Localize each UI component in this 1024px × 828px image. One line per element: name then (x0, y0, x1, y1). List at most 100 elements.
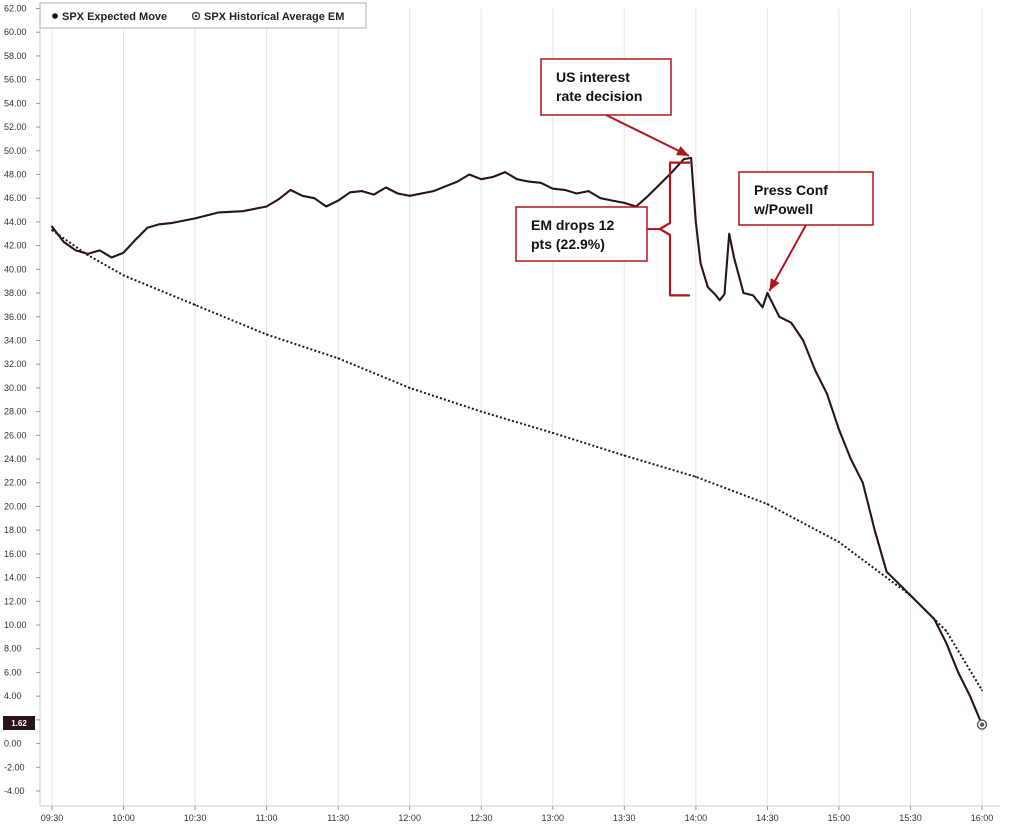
data-point (945, 641, 948, 644)
data-point (74, 249, 77, 252)
data-point (325, 205, 328, 208)
data-point (885, 570, 888, 573)
data-point (814, 369, 816, 371)
x-tick-label: 16:00 (971, 813, 994, 823)
y-tick-label: 32.00 (4, 359, 27, 369)
annotation-press-conf-text: w/Powell (753, 201, 813, 217)
y-tick-label: 42.00 (4, 241, 27, 251)
data-point (647, 194, 650, 197)
data-point (504, 171, 506, 174)
x-tick-label: 12:30 (470, 813, 493, 823)
annotation-rate-decision-arrow-line (605, 114, 690, 157)
y-tick-label: 16.00 (4, 549, 27, 559)
y-tick-label: 22.00 (4, 478, 27, 488)
data-point (158, 223, 161, 226)
x-tick-label: 11:00 (256, 813, 278, 823)
y-tick-label: 0.00 (4, 739, 22, 749)
data-point (122, 251, 125, 254)
data-point (170, 222, 173, 225)
data-point (480, 410, 483, 413)
data-point (766, 503, 769, 505)
data-point (301, 194, 304, 197)
data-point (134, 238, 137, 241)
data-point (587, 190, 590, 193)
data-point (599, 197, 602, 200)
data-point (957, 671, 960, 674)
data-point (86, 254, 89, 256)
x-axis: 09:30 10:00 10:30 11:00 11:30 12:00 12:30 13:00… (40, 805, 1000, 823)
y-tick-label: 40.00 (4, 264, 27, 274)
data-point (945, 630, 948, 632)
data-point (737, 274, 740, 277)
data-point (683, 158, 685, 161)
x-tick-label: 12:00 (398, 813, 421, 823)
y-tick-label: -2.00 (4, 762, 25, 772)
annotation-em-drop-text: EM drops 12 (531, 217, 614, 233)
data-point (361, 190, 363, 193)
y-tick-label: 52.00 (4, 122, 27, 132)
data-point (981, 689, 983, 692)
y-tick-label: -4.00 (4, 786, 25, 796)
y-tick-label: 26.00 (4, 430, 27, 440)
chart-legend[interactable]: SPX Expected Move SPX Historical Average… (39, 2, 367, 29)
data-point (265, 333, 268, 336)
series-line-historical-em (51, 229, 983, 691)
data-point (694, 221, 697, 223)
annotation-rate-decision-box (540, 58, 672, 116)
legend-marker-ring-dot (194, 14, 198, 18)
data-point (659, 183, 661, 185)
y-tick-label: 50.00 (4, 146, 27, 156)
legend-marker-solid (52, 13, 58, 19)
data-point (551, 432, 554, 434)
y-tick-label: 34.00 (4, 335, 27, 345)
data-point (611, 199, 614, 202)
last-value-box (3, 716, 35, 730)
y-tick-label: 28.00 (4, 407, 27, 417)
data-point (802, 339, 805, 342)
y-tick-label: 24.00 (4, 454, 27, 464)
data-point (63, 241, 65, 244)
annotation-rate-decision-arrow-head (676, 146, 690, 156)
x-tick-label: 14:30 (756, 813, 779, 823)
data-point (146, 226, 149, 229)
y-tick-label: 46.00 (4, 193, 27, 203)
data-point (690, 157, 692, 159)
y-tick-label: 44.00 (4, 217, 27, 227)
data-point (861, 481, 864, 484)
data-point (563, 189, 566, 191)
data-point (396, 192, 399, 195)
data-point (241, 210, 244, 213)
y-tick-label: 20.00 (4, 501, 27, 511)
x-tick-label: 10:00 (112, 813, 135, 823)
data-point (699, 262, 702, 265)
annotation-press-conf-box (738, 171, 874, 226)
data-point (313, 197, 316, 200)
y-tick-label: 8.00 (4, 644, 22, 654)
data-point (694, 475, 697, 478)
annotation-rate-decision-text: rate decision (556, 88, 642, 104)
data-point (728, 232, 731, 235)
y-tick-label: 30.00 (4, 383, 27, 393)
y-tick-label: 6.00 (4, 667, 22, 677)
y-tick-label: 58.00 (4, 51, 27, 61)
data-point (706, 286, 709, 288)
annotation-em-drop: EM drops 12 pts (22.9%) (515, 206, 648, 262)
annotation-rate-decision: US interest rate decision (540, 58, 672, 116)
y-tick-label: 54.00 (4, 98, 27, 108)
data-point (384, 186, 387, 189)
data-point (265, 205, 268, 208)
data-point (218, 211, 220, 214)
y-tick-label: 10.00 (4, 620, 27, 630)
data-point (277, 198, 280, 201)
data-point (444, 185, 447, 188)
data-point (337, 357, 340, 360)
y-tick-label: 18.00 (4, 525, 27, 535)
x-tick-label: 11:30 (327, 813, 349, 823)
data-point (289, 189, 292, 191)
annotation-press-conf: Press Conf w/Powell (738, 171, 874, 226)
data-point (539, 181, 542, 184)
y-tick-label: 12.00 (4, 596, 27, 606)
legend-label-historical-em: SPX Historical Average EM (204, 11, 344, 23)
data-point (194, 217, 197, 220)
data-point (408, 194, 411, 197)
